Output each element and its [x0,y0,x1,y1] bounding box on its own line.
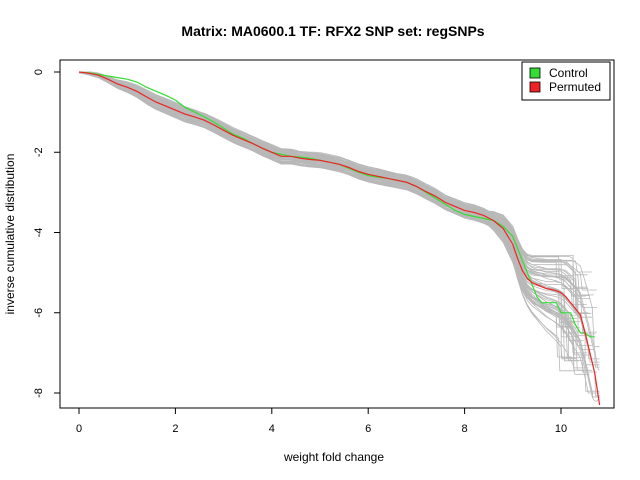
y-tick-label: -8 [33,388,45,398]
x-tick-label: 2 [172,423,178,435]
x-tick-label: 10 [555,423,567,435]
legend-swatch-control [529,67,541,79]
x-tick-label: 6 [365,423,371,435]
permutation-line [78,72,578,319]
x-axis: 0 2 4 6 8 10 [76,407,567,435]
legend-swatch-permuted [529,81,541,93]
permutation-line [79,71,575,372]
permutation-line [78,72,600,392]
x-tick-label: 0 [76,423,82,435]
permutation-line [78,72,600,360]
permutation-line [79,71,586,297]
permutation-line [79,71,600,398]
series-line-permuted [78,71,601,406]
chart-title: Matrix: MA0600.1 TF: RFX2 SNP set: regSN… [181,23,484,39]
permutation-line [78,72,597,291]
permutation-line [79,71,592,273]
y-tick-label: -6 [33,308,45,318]
series-lines [78,71,601,406]
series-line-control [78,71,595,338]
x-axis-label: weight fold change [283,450,384,464]
permutation-line [78,72,577,290]
y-axis-label: inverse cumulative distribution [3,154,17,315]
legend-label-permuted: Permuted [549,80,601,94]
x-tick-label: 4 [269,423,275,435]
y-axis: 0 -2 -4 -6 -8 [33,69,61,398]
legend-label-control: Control [549,66,588,80]
y-tick-label: -2 [33,147,45,157]
y-tick-label: -4 [33,228,45,238]
x-tick-label: 8 [462,423,468,435]
permutation-line [79,71,591,299]
y-tick-label: 0 [33,69,45,75]
